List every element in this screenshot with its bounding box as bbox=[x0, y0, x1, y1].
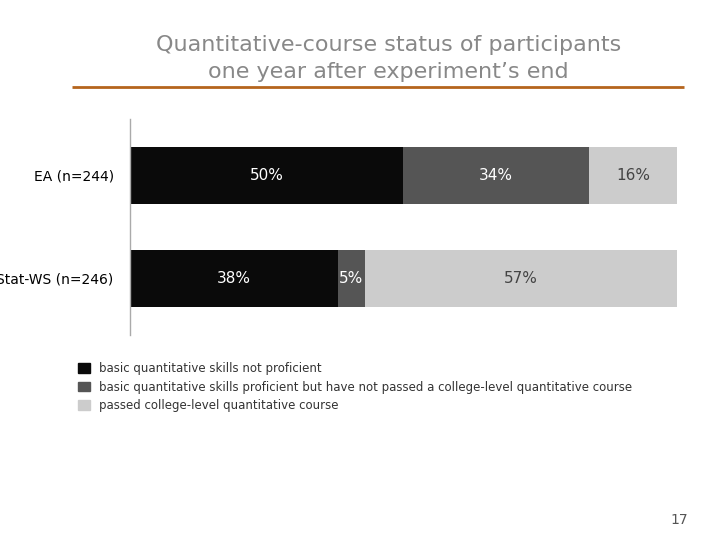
Bar bbox=[130, 250, 338, 307]
Text: CU: CU bbox=[598, 483, 622, 498]
Text: 16%: 16% bbox=[616, 168, 650, 183]
Bar bbox=[365, 250, 677, 307]
Text: 50%: 50% bbox=[249, 168, 284, 183]
Bar bbox=[130, 147, 403, 204]
Text: NY: NY bbox=[598, 504, 622, 519]
Text: one year after experiment’s end: one year after experiment’s end bbox=[209, 62, 569, 82]
Text: Quantitative-course status of participants: Quantitative-course status of participan… bbox=[156, 35, 621, 55]
Text: 57%: 57% bbox=[504, 271, 538, 286]
Text: 34%: 34% bbox=[480, 168, 513, 183]
Bar bbox=[338, 250, 365, 307]
Legend: basic quantitative skills not proficient, basic quantitative skills proficient b: basic quantitative skills not proficient… bbox=[78, 362, 632, 412]
Bar bbox=[403, 147, 589, 204]
Text: 17: 17 bbox=[670, 512, 688, 526]
Bar bbox=[589, 147, 677, 204]
Text: 38%: 38% bbox=[217, 271, 251, 286]
Text: 5%: 5% bbox=[339, 271, 364, 286]
